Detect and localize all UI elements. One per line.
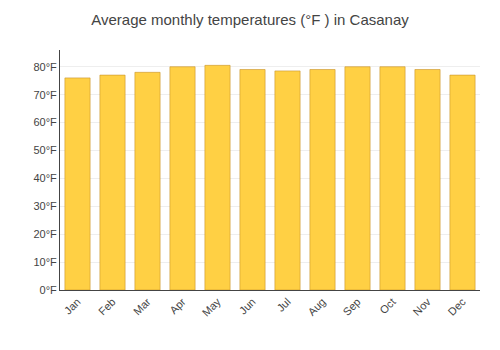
svg-text:Oct: Oct — [377, 296, 398, 317]
svg-text:Apr: Apr — [167, 295, 188, 316]
svg-text:80°F: 80°F — [33, 61, 57, 73]
svg-text:Feb: Feb — [96, 296, 118, 318]
svg-text:0°F: 0°F — [40, 284, 58, 296]
svg-text:10°F: 10°F — [33, 256, 57, 268]
svg-text:Jul: Jul — [274, 296, 292, 314]
svg-text:Nov: Nov — [410, 295, 433, 318]
svg-text:60°F: 60°F — [33, 116, 57, 128]
svg-text:Jan: Jan — [62, 296, 83, 317]
svg-text:70°F: 70°F — [33, 89, 57, 101]
svg-text:50°F: 50°F — [33, 144, 57, 156]
svg-text:30°F: 30°F — [33, 200, 57, 212]
svg-text:Aug: Aug — [305, 296, 327, 318]
svg-text:Jun: Jun — [237, 296, 258, 317]
svg-text:May: May — [200, 295, 224, 319]
svg-text:Dec: Dec — [445, 295, 468, 318]
svg-text:Sep: Sep — [340, 296, 362, 318]
svg-text:Average monthly temperatures (: Average monthly temperatures (°F ) in Ca… — [91, 11, 409, 28]
svg-text:20°F: 20°F — [33, 228, 57, 240]
svg-text:Mar: Mar — [131, 295, 153, 317]
svg-text:40°F: 40°F — [33, 172, 57, 184]
